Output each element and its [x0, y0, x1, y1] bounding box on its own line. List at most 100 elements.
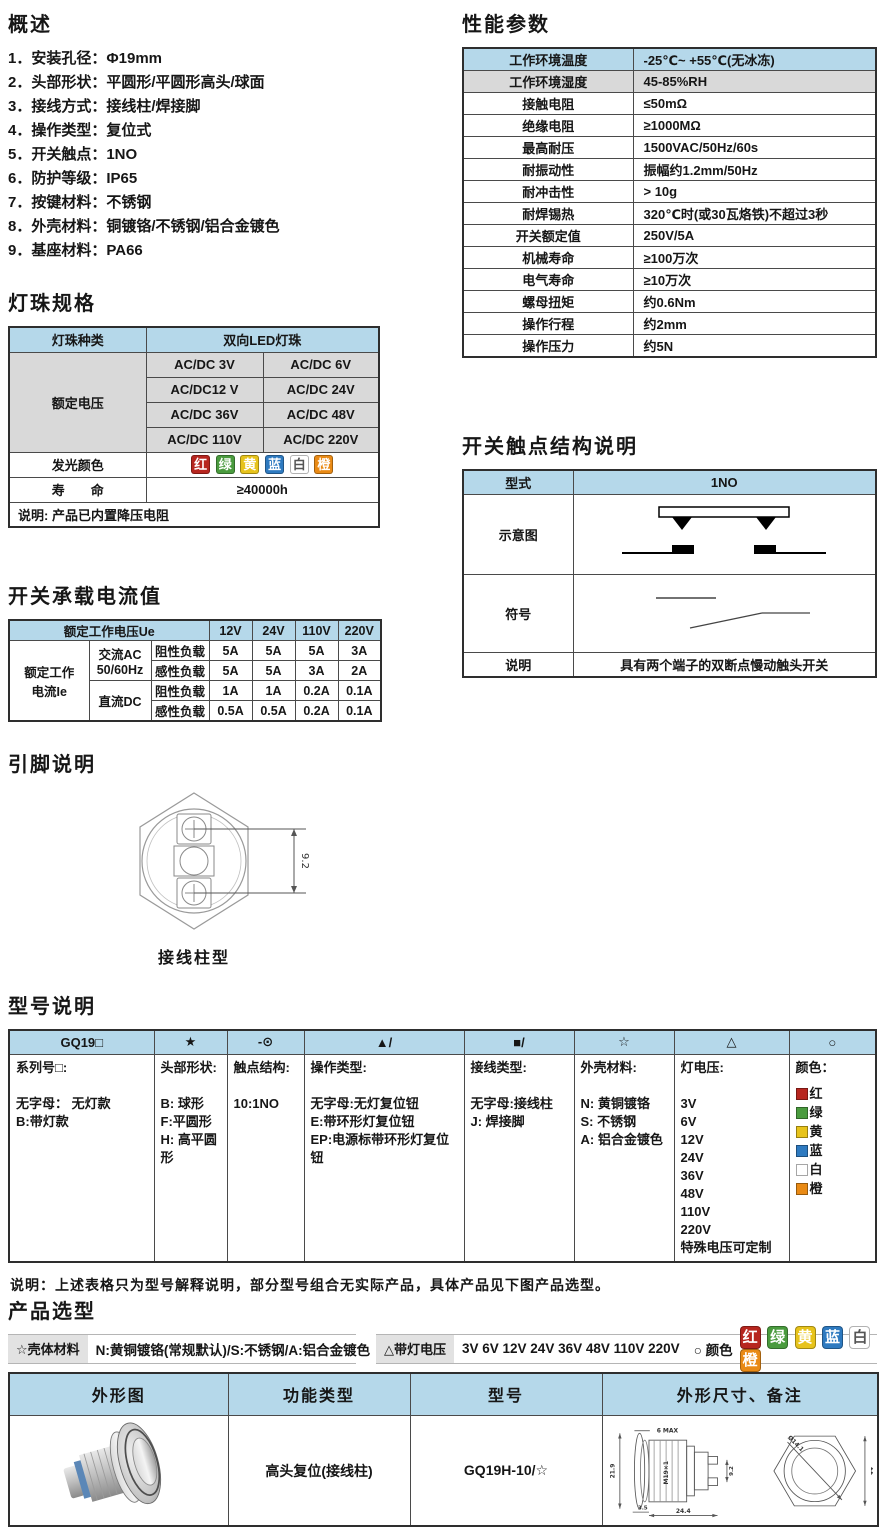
led-voltage: AC/DC 24V — [262, 376, 380, 403]
shell-material-bar: ☆壳体材料 N:黄铜镀铬(常规默认)/S:不锈钢/A:铝合金镀色 — [8, 1333, 370, 1364]
table-row: 型式 1NO — [462, 469, 877, 495]
contact-type-label: 型式 — [462, 469, 574, 495]
color-swatch-list: 红 绿 黄 — [795, 1085, 870, 1199]
color-bar: ○ 颜色 红 绿 黄 蓝 白 橙 — [687, 1325, 877, 1372]
led-voltage: AC/DC12 V — [145, 376, 264, 403]
table-row: 最高耐压 1500VAC/50Hz/60s — [462, 136, 877, 159]
param-label: 接触电阻 — [462, 92, 634, 115]
table-row: 寿 命 ≥40000h — [8, 476, 380, 503]
top-columns: 概述 1．安装孔径：Φ19mm 2．头部形状：平圆形/平圆形高头/球面 3．接线… — [8, 8, 877, 968]
model-table: GQ19□ ★ -⊙ ▲/ ■/ ☆ △ ○ 系列号□: 无字母： 无灯款 B:… — [8, 1029, 877, 1263]
current-value: 1A — [208, 680, 253, 701]
led-life-label: 寿 命 — [8, 476, 147, 503]
voltage-header: 24V — [251, 619, 296, 641]
contact-type-value: 1NO — [572, 469, 877, 495]
load-label: 阻性负载 — [150, 680, 210, 701]
param-value: 320℃时(或30瓦烙铁)不超过3秒 — [632, 202, 877, 225]
load-label: 感性负载 — [150, 700, 210, 722]
current-value: 1A — [251, 680, 296, 701]
param-value: 振幅约1.2mm/50Hz — [632, 158, 877, 181]
color-swatch-row: 蓝 — [795, 1142, 870, 1161]
table-row: 说明 具有两个端子的双断点慢动触头开关 — [462, 651, 877, 678]
model-header-operation: ▲/ — [303, 1029, 465, 1055]
model-body-contact: 触点结构: 10:1NO — [226, 1053, 305, 1262]
dim-hex: 22 — [869, 1466, 873, 1474]
overview-item: 2．头部形状：平圆形/平圆形高头/球面 — [8, 74, 265, 91]
right-column: 性能参数 工作环境温度 -25℃~ +55℃(无冰冻) 工作环境湿度 45-85… — [462, 8, 877, 678]
table-row: 机械寿命 ≥100万次 — [462, 246, 877, 269]
table-row: 耐振动性 振幅约1.2mm/50Hz — [462, 158, 877, 181]
model-header-head-shape: ★ — [153, 1029, 228, 1055]
param-value: > 10g — [632, 180, 877, 203]
voltage-header: 110V — [294, 619, 339, 641]
current-table: 额定工作电压Ue 12V 24V 110V 220V 额定工作 电流Ie 交流A… — [8, 619, 383, 722]
model-body-series: 系列号□: 无字母： 无灯款 B:带灯款 — [8, 1053, 155, 1262]
param-label: 耐焊锡热 — [462, 202, 634, 225]
model-header-voltage: △ — [673, 1029, 790, 1055]
param-value: -25℃~ +55℃(无冰冻) — [632, 47, 877, 71]
color-swatch-row: 绿 — [795, 1104, 870, 1123]
table-row: 灯珠种类 双向LED灯珠 — [8, 326, 380, 353]
table-row: AC/DC12 V AC/DC 24V — [9, 376, 380, 403]
color-swatch-row: 红 — [795, 1085, 870, 1104]
color-bar-label: ○ 颜色 — [693, 1342, 733, 1358]
led-spec-table: 灯珠种类 双向LED灯珠 额定电压 AC/DC 3V AC/DC 6V AC/D… — [8, 326, 381, 528]
product-photo — [63, 1422, 161, 1505]
model-header-shell: ☆ — [573, 1029, 675, 1055]
current-value: 3A — [294, 660, 339, 681]
color-badge: 黄 — [240, 455, 260, 474]
voltage-header: 12V — [208, 619, 253, 641]
table-row: 工作环境湿度 45-85%RH — [462, 70, 877, 93]
product-function: 高头复位(接线柱) — [227, 1415, 411, 1527]
table-row: 电气寿命 ≥10万次 — [462, 268, 877, 291]
dim-length: 24.4 — [675, 1507, 690, 1514]
led-note: 说明: 产品已内置降压电阻 — [8, 501, 380, 528]
selection-title: 产品选型 — [8, 1300, 96, 1323]
led-voltage: AC/DC 48V — [262, 401, 380, 428]
performance-table: 工作环境温度 -25℃~ +55℃(无冰冻) 工作环境湿度 45-85%RH 接… — [462, 47, 877, 358]
model-header-series: GQ19□ — [8, 1029, 155, 1055]
load-label: 阻性负载 — [150, 640, 210, 661]
shell-material-value: N:黄铜镀铬(常规默认)/S:不锈钢/A:铝合金镀色 — [95, 1342, 371, 1358]
dim-thread: M19×1 — [662, 1460, 669, 1483]
color-swatch-label: 红 — [809, 1086, 823, 1101]
lamp-voltage-label: △带灯电压 — [376, 1334, 454, 1363]
product-photo-cell — [8, 1415, 229, 1527]
dc-label: 直流DC — [88, 680, 152, 722]
table-row: 操作压力 约5N — [462, 334, 877, 358]
model-header-wiring: ■/ — [463, 1029, 575, 1055]
table-row: 直流DC 阻性负载 1A 1A 0.2A 0.1A — [9, 680, 382, 722]
current-row-label: 额定工作 电流Ie — [8, 640, 90, 722]
current-value: 0.5A — [208, 700, 253, 722]
param-label: 耐冲击性 — [462, 180, 634, 203]
param-label: 工作环境温度 — [462, 47, 634, 71]
led-voltage-label: 额定电压 — [8, 351, 147, 453]
table-row: 额定电压 AC/DC 3V AC/DC 6V — [8, 351, 380, 453]
color-swatch-label: 白 — [809, 1162, 823, 1177]
ac-label: 交流AC 50/60Hz — [88, 640, 152, 681]
color-column-label: 颜色： — [795, 1059, 835, 1075]
selection-bars: ☆壳体材料 N:黄铜镀铬(常规默认)/S:不锈钢/A:铝合金镀色 △带灯电压 3… — [8, 1325, 877, 1372]
color-badge: 黄 — [794, 1325, 816, 1349]
contact-diagram-label: 示意图 — [462, 493, 574, 575]
color-badge: 橙 — [314, 455, 334, 474]
no-contact-symbol-icon — [656, 596, 811, 629]
color-bar-badges: 红 绿 黄 蓝 白 橙 — [739, 1325, 873, 1372]
overview-list: 1．安装孔径：Φ19mm 2．头部形状：平圆形/平圆形高头/球面 3．接线方式：… — [8, 47, 380, 263]
product-header-model: 型号 — [409, 1372, 603, 1416]
param-value: 45-85%RH — [632, 70, 877, 93]
param-value: 250V/5A — [632, 224, 877, 247]
table-row: 开关额定值 250V/5A — [462, 224, 877, 247]
param-label: 螺母扭矩 — [462, 290, 634, 313]
current-title: 开关承载电流值 — [8, 586, 162, 608]
model-header-contact: -⊙ — [226, 1029, 305, 1055]
param-label: 电气寿命 — [462, 268, 634, 291]
param-value: ≥1000MΩ — [632, 114, 877, 137]
color-swatch-row: 橙 — [795, 1180, 870, 1199]
color-badge: 白 — [289, 455, 309, 474]
pin-diagram: 9.2 接线柱型 — [8, 787, 380, 968]
current-value: 0.2A — [294, 700, 339, 722]
table-row: GQ19□ ★ -⊙ ▲/ ■/ ☆ △ ○ — [8, 1029, 877, 1055]
led-kind-label: 灯珠种类 — [8, 326, 147, 353]
product-header-function: 功能类型 — [227, 1372, 411, 1416]
